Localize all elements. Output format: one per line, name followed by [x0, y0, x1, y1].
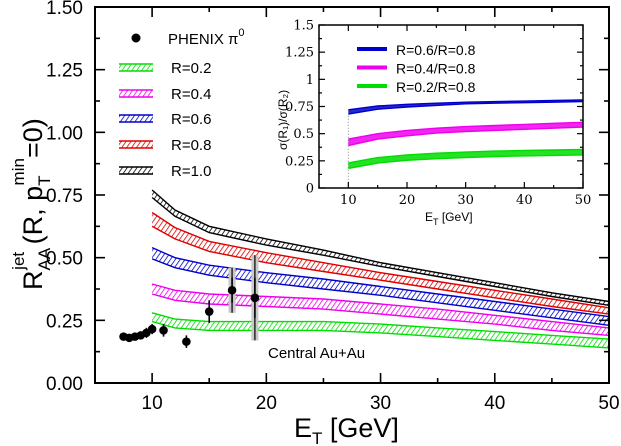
- inset-legend-label-r-0-2-r-0-8: R=0.2/R=0.8: [396, 79, 476, 95]
- series-r-0-4-lower-edge: [151, 293, 609, 337]
- inset-legend-entry-r-0-4-r-0-8: R=0.4/R=0.8: [357, 61, 476, 77]
- inset-legend: R=0.6/R=0.8 R=0.4/R=0.8 R=0.2/R=0.8: [357, 42, 476, 95]
- inset-r-0-2-r-0-8-lower-edge: [348, 154, 583, 170]
- phenix-point-9: [227, 285, 237, 295]
- main-x-tick-label-40: 40: [484, 393, 505, 414]
- legend-entry-r-0-6: R=0.6: [119, 111, 211, 128]
- main-y-axis-title: RAAjet (R, pTmin=0): [9, 118, 54, 290]
- inset-r-0-4-r-0-8-upper-edge: [348, 121, 583, 140]
- legend-label-r-0-6: R=0.6: [171, 111, 211, 128]
- series-r-1-0-upper-edge: [151, 189, 609, 303]
- legend-label-r-0-8: R=0.8: [171, 137, 211, 154]
- phenix-point-8: [204, 307, 214, 316]
- main-y-tick-label-0.75: 0.75: [46, 186, 83, 207]
- inset-y-tick-label-0.75: 0.75: [285, 100, 314, 115]
- inset-y-tick-label-1.25: 1.25: [285, 46, 314, 61]
- legend-marker-phenix: [131, 33, 141, 43]
- inset-x-tick-label-20: 20: [399, 193, 416, 208]
- main-y-tick-label-0.25: 0.25: [46, 311, 83, 332]
- series-r-0-8-band: [152, 212, 609, 315]
- main-bands: [151, 189, 609, 349]
- inset-y-tick-label-1.5: 1.5: [293, 19, 314, 34]
- annotation-central-auau: Central Au+Au: [268, 345, 365, 362]
- main-x-tick-label-30: 30: [370, 393, 391, 414]
- legend-label-r-1-0: R=1.0: [171, 163, 211, 180]
- legend-label-r-0-4: R=0.4: [171, 86, 211, 103]
- legend-swatch-r-1-0: [119, 167, 153, 174]
- series-r-0-6-lower-edge: [151, 258, 609, 326]
- main-y-tick-label-1.50: 1.50: [46, 0, 83, 19]
- legend-entry-r-0-8: R=0.8: [119, 137, 211, 154]
- main-y-tick-label-0.50: 0.50: [46, 249, 83, 270]
- main-x-tick-label-20: 20: [256, 393, 277, 414]
- series-r-0-8-lower-edge: [151, 225, 609, 315]
- main-ticks: 10 20 30 40 500.000.250.500.751.001.251.50: [46, 0, 620, 414]
- inset-r-0-4-r-0-8-lower-edge: [348, 126, 583, 147]
- inset-ticks: 10 20 30 40 50 0 0.25 0.5 0.75 1 1.25 1.5: [285, 19, 591, 209]
- series-r-0-2-band: [152, 312, 609, 348]
- inset-bands: [347, 99, 583, 188]
- inset-legend-label-r-0-6-r-0-8: R=0.6/R=0.8: [396, 42, 476, 58]
- legend-swatch-r-0-6: [119, 115, 153, 122]
- series-r-1-0-lower-edge: [151, 196, 609, 306]
- legend-entry-r-0-4: R=0.4: [119, 86, 211, 103]
- main-y-tick-label-1.25: 1.25: [46, 61, 83, 82]
- series-r-0-2-upper-edge: [151, 312, 609, 340]
- inset-legend-swatch-r-0-2-r-0-8: [357, 84, 387, 88]
- main-y-tick-label-1.00: 1.00: [46, 123, 83, 144]
- series-r-0-4-upper-edge: [151, 283, 609, 329]
- inset-y-tick-label-0.25: 0.25: [285, 154, 314, 169]
- phenix-point-5: [147, 324, 157, 334]
- inset-legend-entry-r-0-6-r-0-8: R=0.6/R=0.8: [357, 42, 476, 58]
- inset-x-tick-label-50: 50: [575, 193, 592, 208]
- inset-x-axis-title: ET [GeV]: [425, 210, 473, 227]
- main-x-tick-label-10: 10: [142, 393, 163, 414]
- legend-swatch-r-0-4: [119, 90, 153, 97]
- phenix-point-6: [159, 326, 168, 335]
- inset-y-axis-title: σ(R₁)/σ(R₂): [276, 90, 290, 150]
- legend-label-phenix: PHENIX π0: [168, 27, 245, 48]
- main-x-tick-label-50: 50: [598, 393, 619, 414]
- inset-r-0-2-r-0-8-upper-edge: [348, 148, 583, 164]
- series-r-0-2-lower-edge: [151, 320, 609, 349]
- inset-r-0-4-r-0-8-band: [348, 122, 583, 146]
- inset-x-tick-label-30: 30: [457, 193, 474, 208]
- inset-x-tick-label-10: 10: [340, 193, 357, 208]
- phenix-point-7: [182, 337, 191, 346]
- legend-entry-phenix: PHENIX π0: [131, 27, 245, 48]
- inset-y-tick-label-1: 1: [306, 73, 314, 88]
- main-points: [119, 255, 260, 348]
- legend-label-r-0-2: R=0.2: [171, 60, 211, 77]
- legend-swatch-r-0-2: [119, 64, 153, 71]
- series-r-0-8-upper-edge: [151, 211, 609, 309]
- main-legend: PHENIX π0 R=0.2 R=0.4 R=0.6 R=0.8 R=1.0: [119, 27, 245, 180]
- inset-y-tick-label-0.5: 0.5: [293, 127, 314, 142]
- inset-legend-entry-r-0-2-r-0-8: R=0.2/R=0.8: [357, 79, 476, 95]
- legend-swatch-r-0-8: [119, 141, 153, 148]
- series-r-0-6-band: [152, 247, 609, 326]
- inset-legend-swatch-r-0-4-r-0-8: [357, 65, 387, 70]
- series-r-0-6-upper-edge: [151, 246, 609, 318]
- phenix-point-10: [250, 293, 260, 303]
- inset-r-0-6-r-0-8-lower-edge: [348, 100, 583, 115]
- inset-legend-label-r-0-4-r-0-8: R=0.4/R=0.8: [396, 61, 476, 77]
- inset-x-tick-label-40: 40: [516, 193, 533, 208]
- inset-r-0-6-r-0-8-upper-edge: [348, 99, 583, 111]
- inset-y-tick-label-0: 0: [306, 182, 314, 197]
- main-x-axis-title: ET [GeV]: [294, 413, 399, 446]
- inset-r-0-2-r-0-8-band: [348, 149, 583, 169]
- main-y-tick-label-0.00: 0.00: [46, 374, 83, 395]
- legend-entry-r-0-2: R=0.2: [119, 60, 211, 77]
- inset-legend-swatch-r-0-6-r-0-8: [357, 47, 387, 51]
- legend-entry-r-1-0: R=1.0: [119, 163, 211, 180]
